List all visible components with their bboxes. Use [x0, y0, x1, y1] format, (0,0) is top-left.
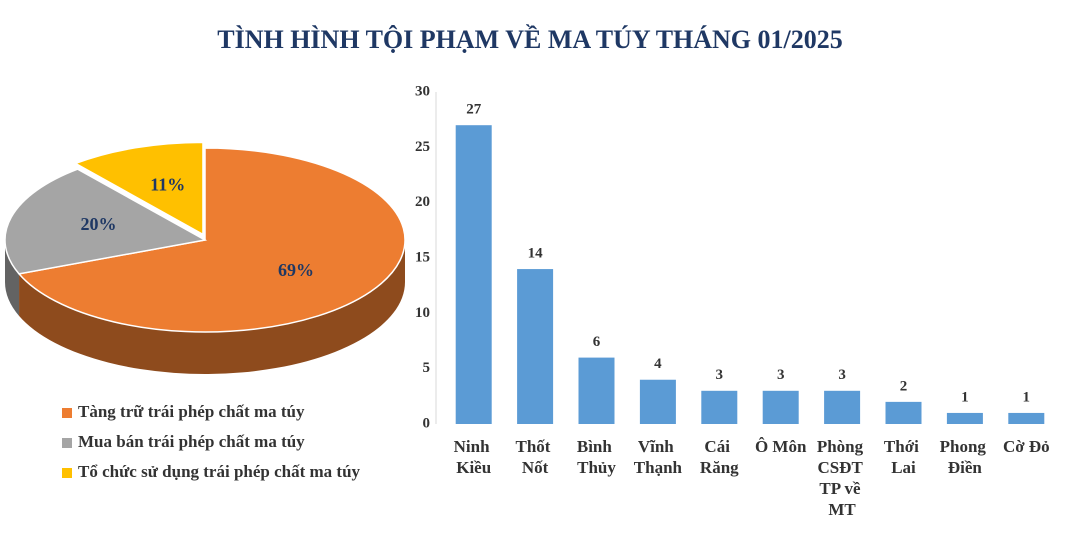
bar: [824, 390, 861, 424]
x-tick-label: Cái Răng: [700, 437, 739, 477]
bar: [885, 401, 922, 424]
value-label: 27: [466, 102, 482, 118]
y-tick-label: 15: [415, 249, 430, 265]
pie-side: [19, 240, 405, 374]
pie-label: 11%: [150, 174, 185, 194]
bar: [517, 269, 554, 424]
bar: [578, 357, 615, 424]
value-label: 1: [1023, 389, 1031, 405]
bar: [946, 412, 983, 424]
legend-swatch: [62, 408, 72, 418]
x-tick-label: Thốt Nốt: [515, 437, 554, 477]
pie-slice: [17, 147, 406, 333]
pie-slice: [73, 141, 204, 236]
bar: [762, 390, 799, 424]
x-tick-label: Ô Môn: [755, 437, 807, 456]
pie-label: 20%: [80, 214, 116, 234]
bar: [639, 379, 676, 424]
value-label: 2: [900, 378, 908, 394]
legend-label: Tàng trữ trái phép chất ma túy: [78, 402, 305, 421]
value-label: 6: [593, 334, 601, 350]
x-tick-label: Vĩnh Thạnh: [634, 437, 683, 477]
legend-swatch: [62, 438, 72, 448]
value-label: 3: [838, 367, 846, 383]
value-label: 3: [716, 367, 724, 383]
value-label: 4: [654, 356, 662, 372]
value-label: 14: [528, 246, 544, 262]
bar: [1008, 412, 1045, 424]
bar: [455, 125, 492, 424]
pie-slice: [4, 168, 208, 275]
pie-label: 69%: [278, 260, 314, 280]
value-label: 1: [961, 389, 969, 405]
legend-label: Tổ chức sử dụng trái phép chất ma túy: [78, 462, 361, 481]
chart-title: TÌNH HÌNH TỘI PHẠM VỀ MA TÚY THÁNG 01/20…: [217, 25, 843, 54]
x-tick-label: Thới Lai: [884, 437, 923, 477]
bar: [701, 390, 738, 424]
y-tick-label: 30: [415, 83, 430, 99]
x-tick-label: Ninh Kiều: [454, 437, 494, 477]
y-tick-label: 20: [415, 194, 430, 210]
legend-label: Mua bán trái phép chất ma túy: [78, 432, 305, 451]
x-tick-label: Phong Điền: [940, 437, 991, 477]
x-tick-label: Bình Thủy: [577, 437, 616, 477]
x-tick-label: Phòng CSĐT TP về MT: [817, 437, 868, 519]
y-tick-label: 10: [415, 305, 430, 321]
value-label: 3: [777, 367, 785, 383]
y-tick-label: 0: [423, 415, 431, 431]
x-tick-label: Cờ Đỏ: [1003, 437, 1050, 456]
legend-swatch: [62, 468, 72, 478]
y-tick-label: 25: [415, 139, 430, 155]
y-tick-label: 5: [423, 360, 431, 376]
